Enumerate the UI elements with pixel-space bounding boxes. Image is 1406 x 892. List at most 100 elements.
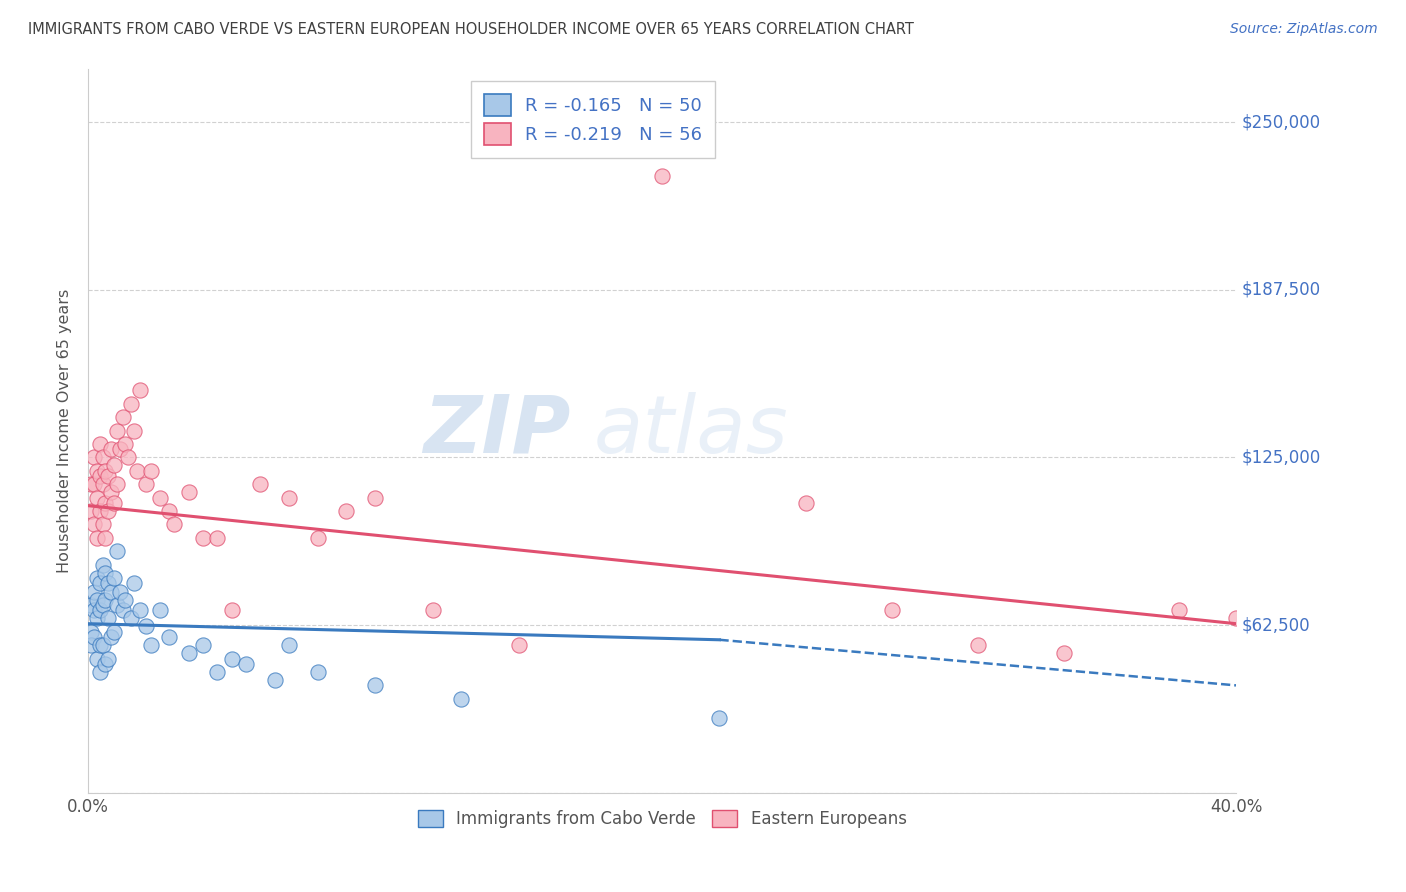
Point (105, 477, 128, 491)
Text: IMMIGRANTS FROM CABO VERDE VS EASTERN EUROPEAN HOUSEHOLDER INCOME OVER 65 YEARS : IMMIGRANTS FROM CABO VERDE VS EASTERN EU… (28, 22, 914, 37)
Point (307, 531, 329, 545)
Point (97, 469, 120, 483)
Point (100, 485, 122, 500)
Point (125, 464, 148, 478)
Point (508, 638, 530, 652)
Point (191, 531, 214, 545)
Point (128, 384, 150, 398)
Point (91, 450, 114, 465)
Point (89, 638, 111, 652)
Point (364, 678, 387, 692)
Point (91, 598, 114, 612)
Point (794, 496, 817, 510)
Text: $62,500: $62,500 (1241, 616, 1310, 634)
Point (97, 651, 120, 665)
Point (149, 603, 172, 617)
Point (80, 504, 103, 518)
Point (94, 592, 117, 607)
Point (103, 624, 125, 639)
Text: ZIP: ZIP (423, 392, 571, 469)
Point (120, 397, 142, 411)
Point (97, 611, 120, 625)
Y-axis label: Householder Income Over 65 years: Householder Income Over 65 years (58, 288, 72, 573)
Point (364, 491, 387, 505)
Point (103, 571, 125, 585)
Point (94, 566, 117, 580)
Point (108, 442, 131, 457)
Point (114, 592, 136, 607)
Point (83, 603, 105, 617)
Point (108, 584, 131, 599)
Point (149, 491, 172, 505)
Point (86, 531, 108, 545)
Point (135, 477, 157, 491)
Text: $250,000: $250,000 (1241, 113, 1320, 131)
Point (249, 477, 271, 491)
Point (105, 424, 128, 438)
Point (141, 638, 163, 652)
Point (91, 477, 114, 491)
Point (191, 638, 214, 652)
Point (450, 691, 472, 706)
Point (111, 603, 134, 617)
Point (100, 442, 122, 457)
Point (86, 491, 108, 505)
Point (207, 665, 229, 679)
Point (86, 651, 108, 665)
Text: $187,500: $187,500 (1241, 281, 1320, 299)
Point (1225, 611, 1247, 625)
Text: atlas: atlas (593, 392, 787, 469)
Point (709, 710, 731, 724)
Point (89, 603, 111, 617)
Point (117, 450, 139, 465)
Point (128, 603, 150, 617)
Point (103, 496, 125, 510)
Point (83, 584, 105, 599)
Point (94, 464, 117, 478)
Point (207, 531, 229, 545)
Point (89, 665, 111, 679)
Point (307, 665, 329, 679)
Point (278, 638, 301, 652)
Point (122, 576, 145, 591)
Point (86, 464, 108, 478)
Point (157, 504, 180, 518)
Point (94, 531, 117, 545)
Point (1167, 603, 1189, 617)
Point (100, 584, 122, 599)
Point (97, 504, 120, 518)
Point (221, 651, 243, 665)
Point (880, 603, 903, 617)
Point (83, 630, 105, 644)
Point (122, 424, 145, 438)
Point (89, 437, 111, 451)
Point (135, 619, 157, 633)
Point (141, 464, 163, 478)
Point (157, 630, 180, 644)
Text: $125,000: $125,000 (1241, 449, 1322, 467)
Point (422, 603, 444, 617)
Point (163, 517, 186, 532)
Legend: Immigrants from Cabo Verde, Eastern Europeans: Immigrants from Cabo Verde, Eastern Euro… (411, 804, 914, 835)
Point (263, 673, 285, 687)
Point (335, 504, 357, 518)
Point (94, 496, 117, 510)
Point (651, 169, 673, 183)
Point (97, 576, 120, 591)
Point (89, 504, 111, 518)
Point (91, 558, 114, 572)
Point (105, 544, 128, 558)
Point (94, 657, 117, 671)
Point (105, 598, 128, 612)
Text: Source: ZipAtlas.com: Source: ZipAtlas.com (1230, 22, 1378, 37)
Point (80, 624, 103, 639)
Point (91, 517, 114, 532)
Point (80, 638, 103, 652)
Point (103, 458, 125, 473)
Point (966, 638, 988, 652)
Point (80, 477, 103, 491)
Point (83, 450, 105, 465)
Point (235, 657, 257, 671)
Point (177, 485, 200, 500)
Point (100, 630, 122, 644)
